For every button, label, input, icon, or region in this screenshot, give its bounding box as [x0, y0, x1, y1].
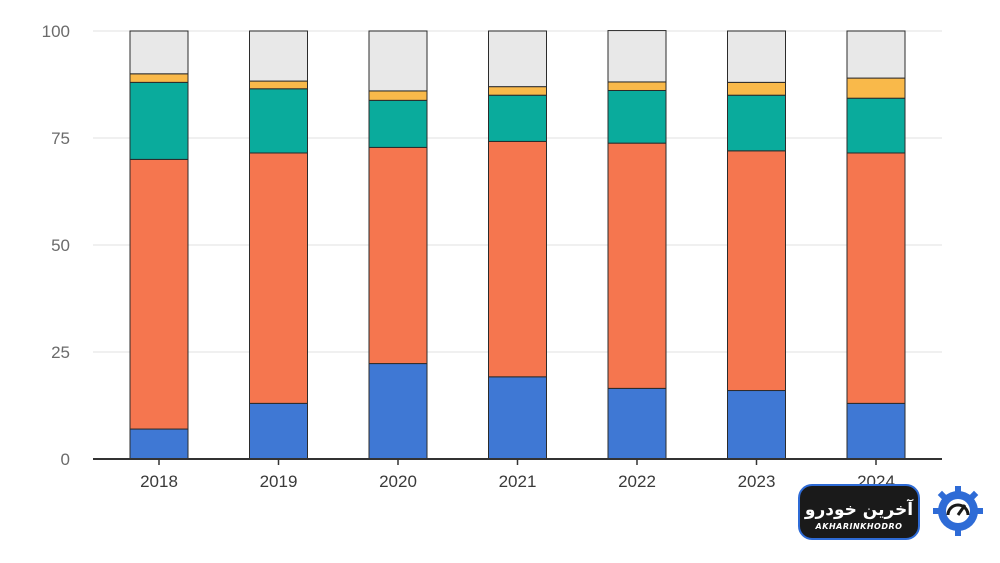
y-tick-label: 100 [42, 22, 70, 41]
bar-segment [129, 30, 189, 75]
x-tick-label: 2019 [260, 472, 298, 491]
bar-segment [846, 402, 906, 460]
bar-segment [846, 97, 906, 154]
bar-segment [727, 30, 786, 83]
bar-segment [249, 402, 308, 460]
bar-segment [368, 30, 428, 92]
bars [129, 30, 906, 460]
bar-segment [488, 30, 547, 88]
bar-segment [488, 140, 547, 378]
bar-segment [727, 150, 786, 392]
y-tick-label: 50 [51, 236, 70, 255]
bar-segment [846, 77, 906, 99]
bar-segment [727, 390, 786, 460]
x-axis-ticks: 2018 2019 2020 2021 2022 2023 2024 [140, 459, 895, 491]
x-tick-label: 2020 [379, 472, 417, 491]
y-tick-label: 75 [51, 129, 70, 148]
watermark-text-en: AKHARINKHODRO [815, 522, 903, 531]
bar-segment [368, 90, 428, 101]
bar-segment [727, 94, 786, 152]
x-tick-label: 2023 [738, 472, 776, 491]
bar-segment [846, 152, 906, 404]
watermark-logo: آخرین خودرو AKHARINKHODRO [798, 478, 994, 542]
y-axis-ticks: 0 25 50 75 100 [42, 22, 70, 469]
bar-segment [488, 94, 547, 142]
bar-segment [607, 30, 667, 83]
bar-segment [368, 99, 428, 148]
bar-segment [607, 89, 667, 144]
x-tick-label: 2021 [499, 472, 537, 491]
bar-segment [129, 158, 189, 430]
bar-segment [249, 152, 308, 404]
y-tick-label: 25 [51, 343, 70, 362]
bar-segment [129, 81, 189, 160]
bar-segment [607, 81, 667, 91]
speedometer-gear-icon [933, 486, 983, 536]
bar-segment [607, 387, 667, 460]
bar-segment [129, 428, 189, 460]
x-tick-label: 2022 [618, 472, 656, 491]
bar-segment [488, 86, 547, 96]
bar-segment [488, 376, 547, 460]
bar-segment [368, 146, 428, 365]
watermark-text-fa: آخرین خودرو [804, 500, 914, 520]
bar-segment [727, 81, 786, 96]
bar-segment [249, 80, 308, 90]
bar-segment [249, 88, 308, 154]
bar-segment [249, 30, 308, 82]
bar-segment [846, 30, 906, 79]
bar-segment [607, 142, 667, 389]
y-tick-label: 0 [61, 450, 70, 469]
x-tick-label: 2018 [140, 472, 178, 491]
watermark-badge: آخرین خودرو AKHARINKHODRO [798, 484, 920, 540]
bar-segment [129, 73, 189, 83]
bar-segment [368, 363, 428, 460]
